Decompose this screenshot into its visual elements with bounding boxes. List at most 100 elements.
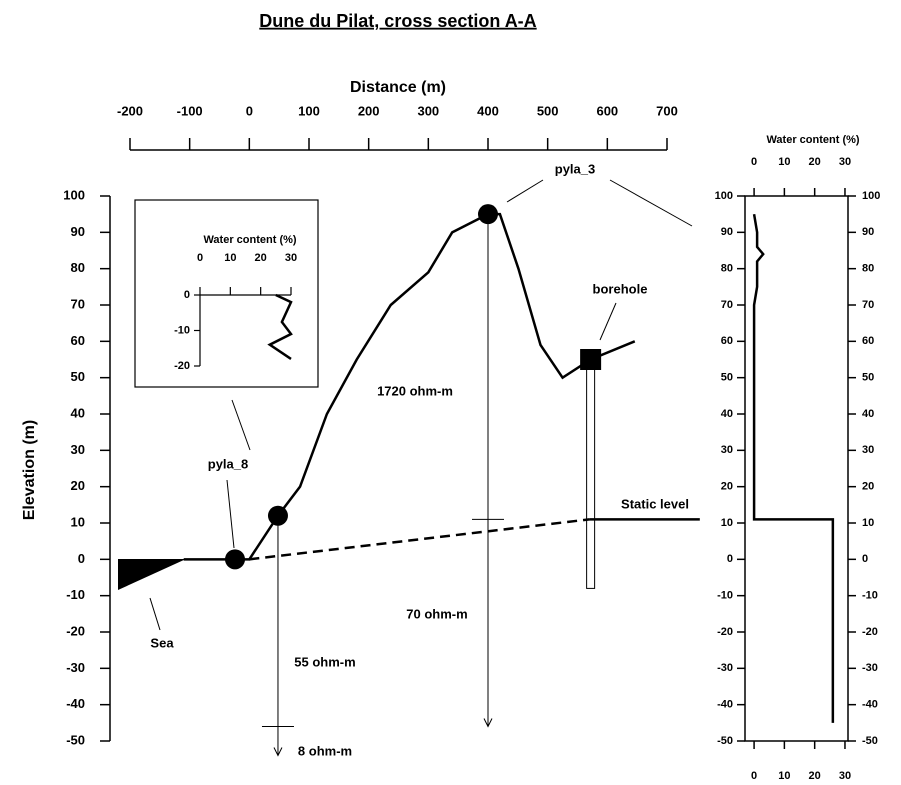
y-tick-label: 20 xyxy=(862,481,874,493)
y-tick-label: 30 xyxy=(721,444,733,456)
sea xyxy=(118,559,186,590)
y-tick-label: 10 xyxy=(862,517,874,529)
x-tick-label: 10 xyxy=(778,156,790,168)
y-tick-label: -20 xyxy=(174,360,190,372)
y-tick-label: 30 xyxy=(862,444,874,456)
y-tick-label: 0 xyxy=(78,551,85,566)
y-tick-label: -10 xyxy=(174,324,190,336)
y-tick-label: -20 xyxy=(66,623,85,638)
y-tick-label: 80 xyxy=(862,263,874,275)
y-tick-label: 50 xyxy=(71,369,85,384)
y-tick-label: -50 xyxy=(66,732,85,747)
y-tick-label: -30 xyxy=(862,662,878,674)
x-tick-label: -100 xyxy=(177,103,203,118)
sounding-arrow xyxy=(273,747,283,757)
y-tick-label: 90 xyxy=(862,226,874,238)
y-tick-label: 30 xyxy=(71,442,85,457)
x-tick-label: 0 xyxy=(751,770,757,782)
x-tick-label: 0 xyxy=(751,156,757,168)
x-tick-label: 0 xyxy=(246,103,253,118)
x-tick-label: 100 xyxy=(298,103,320,118)
x-tick-label: 200 xyxy=(358,103,380,118)
y-tick-label: 90 xyxy=(721,226,733,238)
x-tick-label: 30 xyxy=(839,156,851,168)
x-tick-label: 30 xyxy=(839,770,851,782)
x-tick-label: 20 xyxy=(809,770,821,782)
y-tick-label: 50 xyxy=(721,372,733,384)
y-tick-label: 70 xyxy=(71,296,85,311)
marker xyxy=(580,349,602,370)
inset-axis-label: Water content (%) xyxy=(203,234,296,246)
panel-axis-label: Water content (%) xyxy=(766,134,859,146)
leader-line xyxy=(226,479,235,549)
x-tick-label: 700 xyxy=(656,103,678,118)
leader-line xyxy=(609,179,693,227)
borehole xyxy=(586,359,596,589)
x-tick-label: 300 xyxy=(417,103,439,118)
layer-label: 70 ohm-m xyxy=(406,606,467,621)
y-tick-label: -10 xyxy=(66,587,85,602)
x-tick-label: -200 xyxy=(117,103,143,118)
y-tick-label: -30 xyxy=(717,662,733,674)
profile-line xyxy=(249,518,590,561)
y-tick-label: 100 xyxy=(63,187,85,202)
y-axis-label: Elevation (m) xyxy=(21,420,38,520)
leader-line xyxy=(599,302,617,341)
marker xyxy=(478,204,498,225)
marker-label: pyla_3 xyxy=(555,161,595,176)
layer-label: 8 ohm-m xyxy=(298,743,352,758)
y-tick-label: 10 xyxy=(721,517,733,529)
marker-label: pyla_8 xyxy=(208,456,248,471)
y-tick-label: 60 xyxy=(71,333,85,348)
y-tick-label: 20 xyxy=(71,478,85,493)
y-tick-label: 100 xyxy=(715,190,733,202)
y-tick-label: 70 xyxy=(721,299,733,311)
y-tick-label: 70 xyxy=(862,299,874,311)
y-tick-label: 40 xyxy=(71,405,85,420)
y-tick-label: 50 xyxy=(862,372,874,384)
marker xyxy=(225,549,246,570)
annotation: Sea xyxy=(150,635,174,650)
x-tick-label: 0 xyxy=(197,252,203,264)
marker xyxy=(267,505,288,526)
x-tick-label: 500 xyxy=(537,103,559,118)
layer-label: 55 ohm-m xyxy=(294,654,355,669)
y-tick-label: -10 xyxy=(717,590,733,602)
y-tick-label: -20 xyxy=(717,626,733,638)
y-tick-label: 0 xyxy=(184,289,190,301)
y-tick-label: 20 xyxy=(721,481,733,493)
y-tick-label: 0 xyxy=(862,553,868,565)
inset-box xyxy=(134,199,319,388)
profile-line xyxy=(183,212,636,561)
sounding-arrow xyxy=(483,718,493,728)
y-tick-label: -40 xyxy=(862,699,878,711)
marker-label: borehole xyxy=(593,281,648,296)
y-tick-label: -50 xyxy=(717,735,733,747)
annotation: Static level xyxy=(621,496,689,511)
leader-line xyxy=(506,179,544,203)
leader-line xyxy=(231,399,251,451)
y-tick-label: 80 xyxy=(71,260,85,275)
chart-title: Dune du Pilat, cross section A-A xyxy=(259,11,536,31)
y-tick-label: -20 xyxy=(862,626,878,638)
y-tick-label: -10 xyxy=(862,590,878,602)
y-tick-label: 100 xyxy=(862,190,880,202)
y-tick-label: 10 xyxy=(71,514,85,529)
profile-line xyxy=(267,293,293,360)
panel-box xyxy=(744,195,849,742)
x-tick-label: 400 xyxy=(477,103,499,118)
x-tick-label: 20 xyxy=(255,252,267,264)
profile-line xyxy=(752,213,835,723)
y-tick-label: 80 xyxy=(721,263,733,275)
layer-label: 1720 ohm-m xyxy=(377,383,453,398)
y-tick-label: 40 xyxy=(721,408,733,420)
y-tick-label: -40 xyxy=(66,696,85,711)
y-tick-label: 40 xyxy=(862,408,874,420)
y-tick-label: -30 xyxy=(66,660,85,675)
x-tick-label: 600 xyxy=(596,103,618,118)
x-axis-label: Distance (m) xyxy=(350,79,446,96)
y-tick-label: -50 xyxy=(862,735,878,747)
y-tick-label: 60 xyxy=(862,335,874,347)
x-tick-label: 10 xyxy=(224,252,236,264)
